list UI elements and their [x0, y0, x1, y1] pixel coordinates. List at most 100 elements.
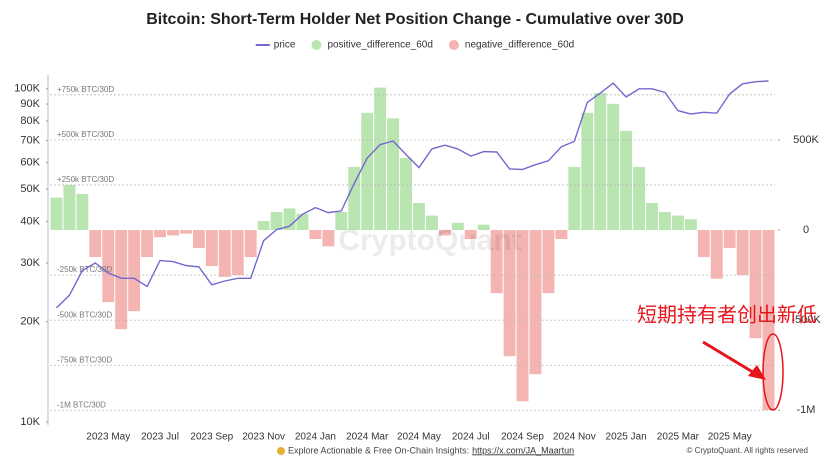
- bar: [387, 118, 400, 231]
- bar: [425, 215, 438, 231]
- bar: [76, 193, 89, 231]
- bar: [218, 230, 231, 277]
- reference-label: +750k BTC/30D: [57, 85, 114, 94]
- footer-link[interactable]: https://x.com/JA_Maartun: [472, 445, 574, 455]
- bar: [620, 130, 633, 231]
- x-tick-label: 2025 Mar: [657, 432, 700, 443]
- bar: [516, 230, 529, 402]
- price-line: [56, 80, 769, 309]
- bar: [167, 230, 179, 236]
- annotation: 短期持有者创出新低: [637, 303, 817, 326]
- y2-tick-label: -500K: [791, 314, 821, 326]
- x-tick-label: 2024 May: [397, 432, 441, 443]
- reference-label: -750k BTC/30D: [57, 355, 112, 364]
- bar: [335, 211, 348, 231]
- y-tick-label: 80K: [20, 115, 40, 127]
- bar: [257, 221, 270, 231]
- x-tick-label: 2024 Mar: [346, 432, 389, 443]
- bar: [89, 230, 102, 258]
- x-tick-label: 2024 Jan: [295, 432, 336, 443]
- bar: [115, 230, 128, 330]
- bar: [633, 166, 646, 231]
- bar: [63, 184, 76, 231]
- bar: [192, 230, 205, 249]
- bar: [542, 230, 555, 294]
- bar: [128, 230, 141, 312]
- legend-swatch: [311, 40, 322, 50]
- bar: [646, 202, 658, 231]
- reference-label: +500k BTC/30D: [57, 130, 114, 139]
- legend-label: positive_difference_60d: [327, 40, 432, 51]
- legend-item: negative_difference_60d: [448, 40, 574, 51]
- y2-tick-label: 0: [803, 224, 809, 236]
- bar: [762, 230, 775, 411]
- bar: [102, 230, 115, 303]
- y-tick-label: 30K: [20, 257, 40, 269]
- x-tick-label: 2024 Nov: [553, 432, 596, 443]
- bar: [451, 222, 464, 231]
- x-tick-label: 2025 Jan: [606, 432, 647, 443]
- y-tick-label: 20K: [20, 316, 40, 328]
- footer: Explore Actionable & Free On-Chain Insig…: [288, 445, 469, 455]
- y2-tick-label: 500K: [793, 134, 819, 146]
- axes: 10K 20K 30K 40K 50K 60K 70K 80K 90K 100K 500K 0 -500…: [14, 83, 821, 443]
- bar: [141, 230, 154, 258]
- bar: [179, 230, 192, 234]
- y-tick-label: 70K: [20, 134, 40, 146]
- bar: [205, 230, 218, 267]
- bar: [400, 157, 412, 231]
- y-tick-label: 50K: [20, 183, 40, 195]
- reference-label: +250k BTC/30D: [57, 175, 114, 184]
- bar: [529, 230, 542, 375]
- arrow-head: [748, 365, 766, 380]
- x-tick-label: 2023 May: [86, 432, 130, 443]
- watermark: CryptoQuant: [338, 224, 521, 257]
- reference-label: -1M BTC/30D: [57, 400, 106, 409]
- x-tick-label: 2025 May: [708, 432, 752, 443]
- legend-item: positive_difference_60d: [311, 40, 433, 51]
- y-tick-label: 10K: [20, 416, 40, 428]
- legend: price positive_difference_60d negative_dif…: [255, 40, 574, 51]
- bar: [723, 230, 736, 249]
- bar: [710, 230, 723, 279]
- x-tick-label: 2024 Sep: [501, 432, 544, 443]
- bar: [490, 230, 503, 294]
- x-tick-label: 2023 Sep: [190, 432, 233, 443]
- bar: [361, 112, 374, 231]
- bar: [684, 219, 697, 231]
- x-tick-label: 2023 Jul: [141, 432, 179, 443]
- highlight-ellipse: [762, 333, 784, 411]
- bars: [50, 87, 775, 411]
- bar: [555, 230, 568, 240]
- legend-label: price: [274, 40, 296, 51]
- y-tick-label: 40K: [20, 215, 40, 227]
- bar: [736, 230, 749, 276]
- bar: [659, 211, 671, 231]
- bar: [594, 93, 607, 231]
- bar: [413, 202, 425, 231]
- bar: [244, 230, 257, 258]
- copyright: © CryptoQuant. All rights reserved: [687, 446, 809, 455]
- bar: [464, 230, 477, 240]
- bar: [154, 230, 166, 238]
- legend-label: negative_difference_60d: [465, 40, 574, 51]
- bar: [749, 230, 762, 339]
- bar: [231, 230, 244, 276]
- bar: [270, 211, 283, 231]
- bar: [568, 166, 581, 231]
- bar: [607, 103, 620, 231]
- bar: [283, 208, 296, 231]
- bar: [438, 230, 451, 236]
- bar: [348, 166, 361, 231]
- x-tick-label: 2024 Jul: [452, 432, 490, 443]
- bar: [503, 230, 516, 357]
- y2-tick-label: -1M: [797, 404, 816, 416]
- bar: [309, 230, 322, 240]
- bar: [581, 112, 594, 231]
- bar: [477, 224, 490, 231]
- footer-icon: [277, 447, 285, 455]
- lines: [56, 80, 769, 309]
- bar: [374, 87, 387, 231]
- bar: [671, 215, 684, 231]
